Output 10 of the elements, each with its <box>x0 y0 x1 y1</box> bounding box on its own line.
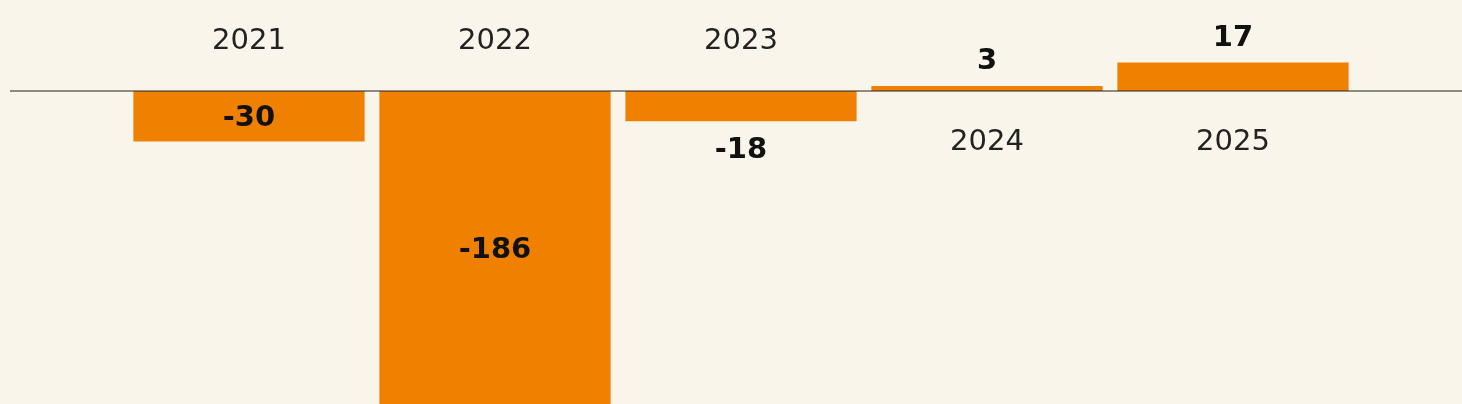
data-label: -18 <box>714 130 768 165</box>
x-tick-label: 2023 <box>704 21 778 56</box>
x-tick-label: 2022 <box>458 21 532 56</box>
data-label: -30 <box>222 99 276 134</box>
data-label: -186 <box>458 230 532 265</box>
data-label: 17 <box>1212 18 1254 53</box>
data-label: 3 <box>976 42 998 77</box>
x-tick-label: 2024 <box>950 122 1024 157</box>
x-tick-label: 2025 <box>1196 122 1270 157</box>
x-tick-label: 2021 <box>212 21 286 56</box>
